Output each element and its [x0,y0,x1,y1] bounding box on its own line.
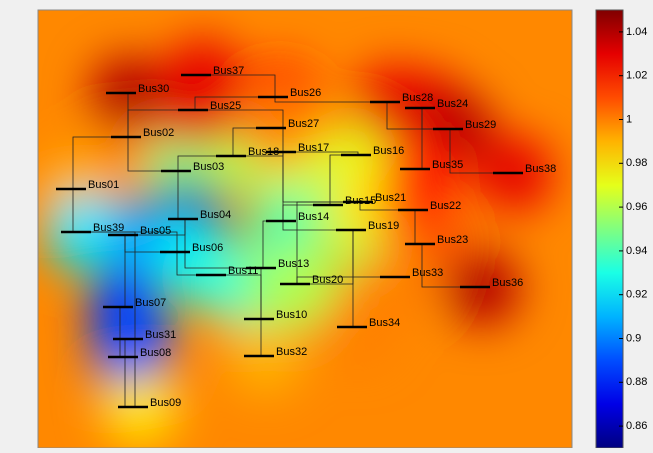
line-connection [194,96,275,110]
line-connection [386,102,450,130]
bus-label: Bus28 [402,92,433,104]
bus-label: Bus16 [373,145,404,157]
bus-label: Bus24 [437,98,468,110]
bus-label: Bus19 [368,220,399,232]
colorbar-tick-label: 0.86 [626,420,647,432]
bus-label: Bus36 [492,277,523,289]
colorbar-tick-label: 1.04 [626,26,647,38]
colorbar-tick-label: 0.98 [626,157,647,169]
bus-label: Bus13 [278,258,309,270]
bus-label: Bus14 [298,211,329,223]
colorbar-tick-label: 1 [626,113,632,125]
bus-label: Bus02 [143,127,174,139]
bus-label: Bus27 [288,118,319,130]
line-connection [359,202,415,211]
line-connection [421,244,477,288]
bus-label: Bus20 [312,274,343,286]
bus-label: Bus30 [138,83,169,95]
bus-label: Bus11 [228,265,258,277]
line-connection [127,109,195,137]
bus-label: Bus17 [298,142,329,154]
bus-label: Bus35 [432,159,463,171]
bus-label: Bus01 [88,179,119,191]
colorbar-tick-label: 0.92 [626,289,647,301]
colorbar-tick-label: 1.02 [626,70,647,82]
colorbar-tick-label: 0.88 [626,376,647,388]
line-connection [296,201,360,284]
line-connection [449,129,510,174]
bus-label: Bus32 [276,346,307,358]
colorbar [595,9,624,449]
bus-label: Bus07 [135,297,166,309]
bus-label: Bus05 [140,225,171,237]
line-connection [198,74,276,97]
bus-label: Bus34 [369,317,400,329]
line-connection [177,155,233,171]
bus-label: Bus31 [145,329,176,341]
bus-label: Bus26 [290,87,321,99]
line-connection [296,276,397,284]
bus-label: Bus37 [213,65,244,77]
bus-label: Bus22 [430,200,461,212]
line-connection [184,219,263,269]
network: Bus01 Bus02 Bus03 Bus04 Bus05 Bus06 Bus07 Bus08… [56,65,556,409]
heat-layer [40,38,553,446]
line-connection [78,231,136,407]
bus-label: Bus03 [193,161,224,173]
line-connection [195,109,284,152]
line-connection [72,136,128,189]
bus-label: Bus23 [437,234,468,246]
bus-label: Bus04 [200,209,231,221]
colorbar-tick-label: 0.96 [626,201,647,213]
bus-label: Bus21 [375,192,406,204]
bus-label: Bus33 [412,267,443,279]
bus-label: Bus38 [525,163,556,175]
bus-label: Bus08 [140,347,171,359]
bus-label: Bus29 [465,119,496,131]
bus-label: Bus06 [192,242,223,254]
colorbar-tick-label: 0.94 [626,245,647,257]
line-connection [274,97,387,103]
bus-label: Bus25 [210,100,241,112]
colorbar-tick-label: 0.9 [626,332,641,344]
bus-label: Bus09 [150,397,181,409]
bus-label: Bus10 [276,309,307,321]
bus-label: Bus18 [248,146,279,158]
bus-label: Bus39 [93,222,124,234]
